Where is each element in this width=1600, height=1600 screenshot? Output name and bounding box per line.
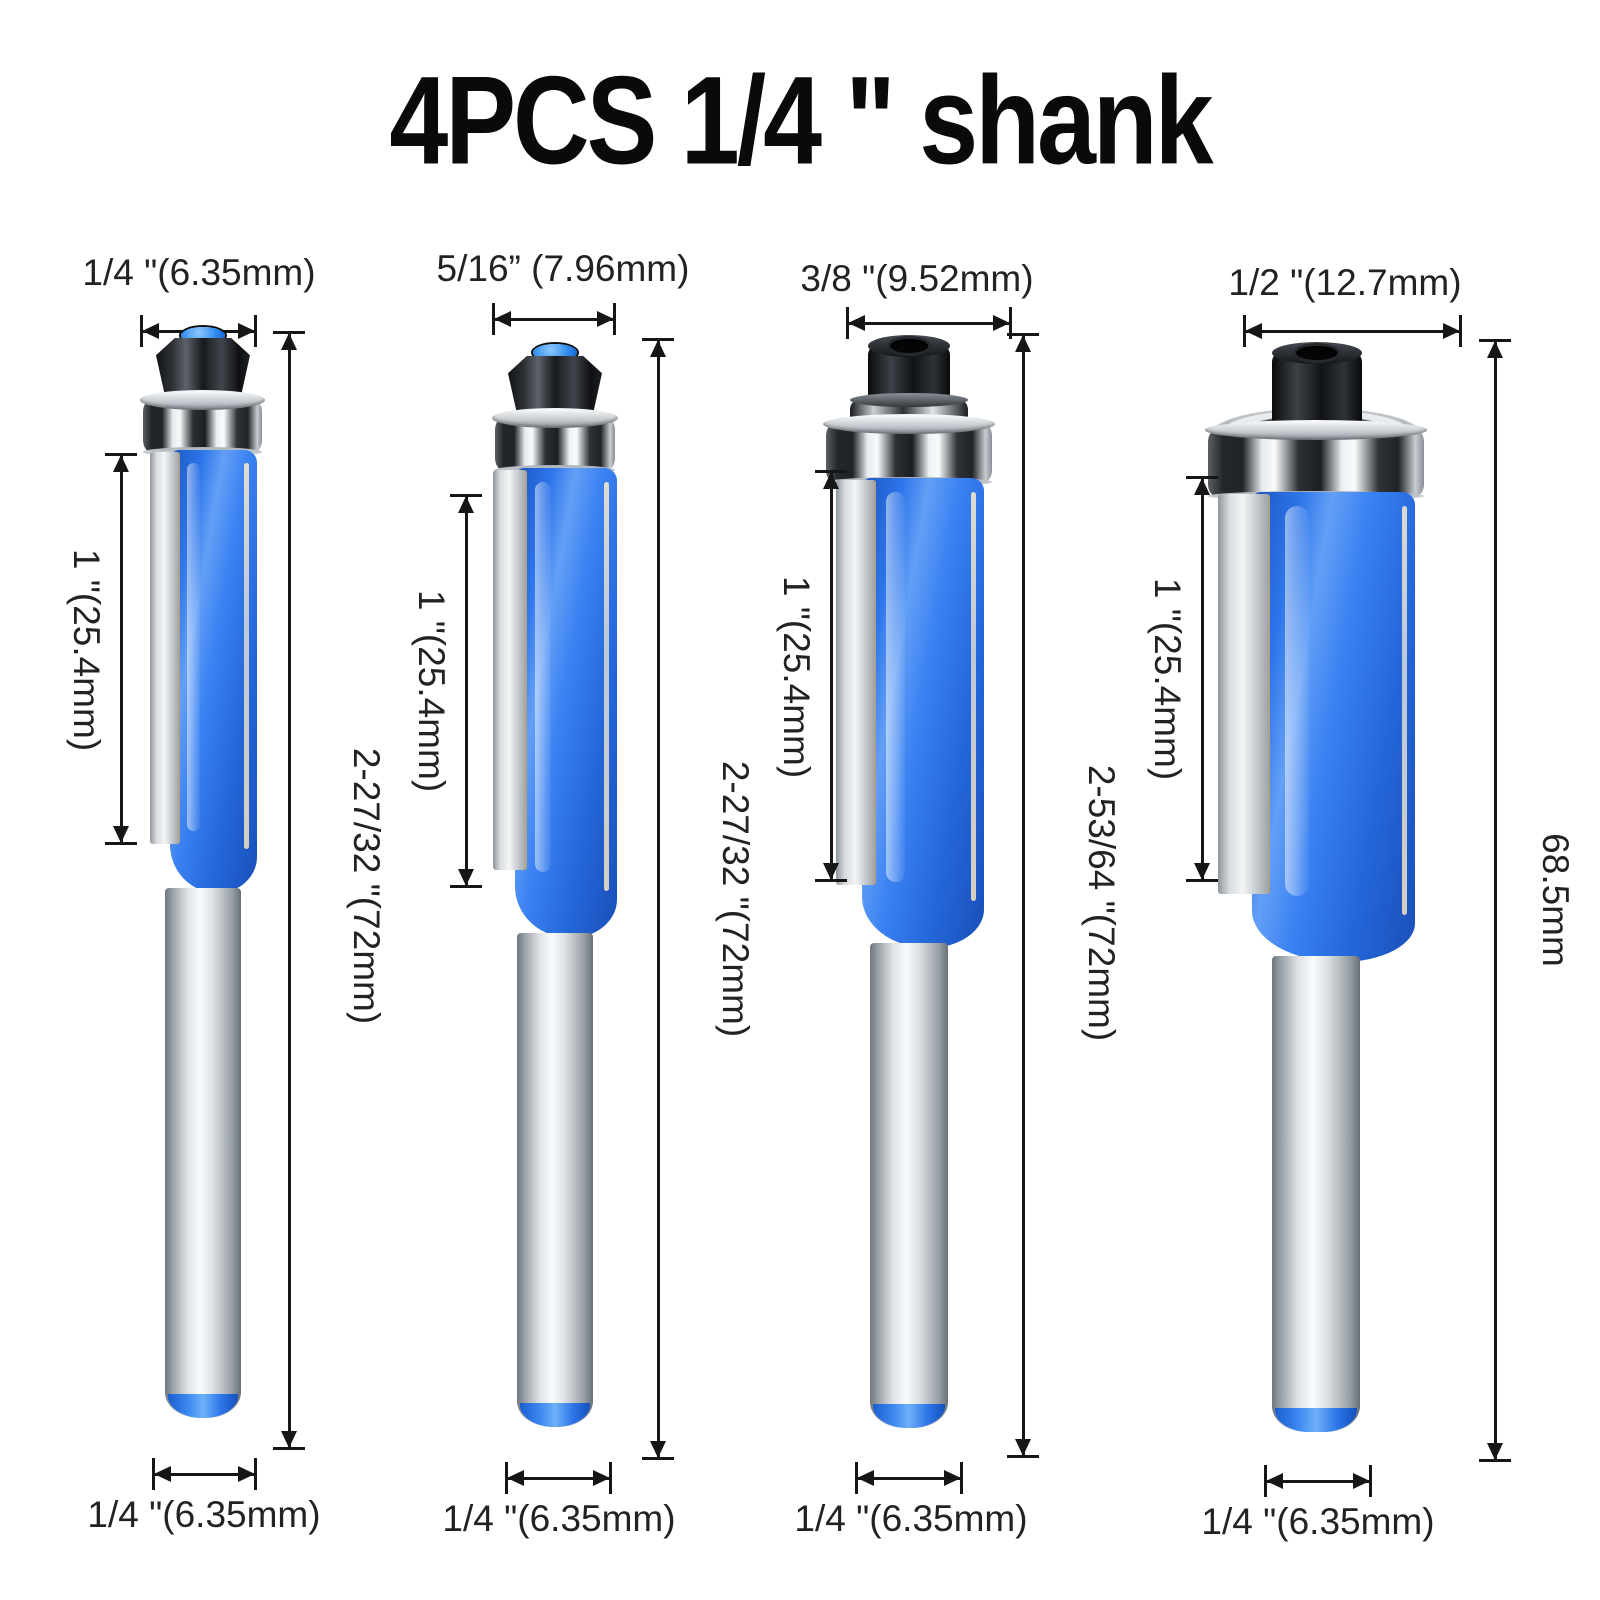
bit1-shank bbox=[165, 888, 241, 1418]
bit1-blade bbox=[150, 452, 180, 844]
bit1-overall-length-arrow bbox=[273, 331, 305, 1450]
bit1-shank-arrow bbox=[152, 1458, 257, 1490]
bit3-bearing bbox=[823, 414, 995, 487]
bit4-diameter-label: 1/2 "(12.7mm) bbox=[1228, 262, 1462, 303]
bit3-cut-length-label: 1 "(25.4mm) bbox=[776, 575, 817, 779]
bit4-overall-length-arrow bbox=[1479, 339, 1511, 1462]
page-title: 4PCS 1/4 " shank bbox=[389, 51, 1213, 191]
bit4-shank bbox=[1272, 956, 1360, 1432]
bit4-bearing bbox=[1205, 420, 1427, 501]
bit3-cutter-body bbox=[862, 478, 984, 948]
bit2-cutter-body bbox=[515, 468, 617, 938]
bit2-bearing bbox=[492, 408, 618, 475]
bit2-diameter-label: 5/16” (7.96mm) bbox=[436, 248, 690, 289]
bit1-cutter-body bbox=[170, 450, 257, 893]
bit3-shank-label: 1/4 "(6.35mm) bbox=[794, 1498, 1028, 1539]
bit2-blade bbox=[493, 470, 527, 870]
bit2-overall-length-arrow bbox=[642, 338, 674, 1460]
bit4-cutter-body bbox=[1252, 492, 1415, 962]
bit4-cut-length-label: 1 "(25.4mm) bbox=[1147, 577, 1188, 781]
bit3-diameter-arrow bbox=[846, 307, 1012, 339]
bit2-shank bbox=[517, 933, 593, 1427]
bit2-diameter-arrow bbox=[492, 303, 616, 335]
bit4-blade bbox=[1218, 494, 1270, 894]
bit3-shank bbox=[870, 943, 948, 1428]
bit4-shank-arrow bbox=[1264, 1465, 1372, 1497]
bit3-diameter-label: 3/8 "(9.52mm) bbox=[800, 258, 1034, 299]
bit1-diameter-label: 1/4 "(6.35mm) bbox=[82, 252, 316, 293]
bit3-overall-length-label: 2-53/64 "(72mm) bbox=[1081, 764, 1122, 1042]
bit3-cut-length-arrow bbox=[815, 470, 847, 882]
bit1-cut-length-arrow bbox=[105, 453, 137, 845]
bit3-shank-arrow bbox=[855, 1462, 963, 1494]
bit4-round-nut bbox=[1272, 342, 1362, 428]
bit2-cutter bbox=[493, 468, 617, 938]
bit4-overall-length-label: 68.5mm bbox=[1535, 833, 1576, 967]
bit2-cut-length-label: 1 "(25.4mm) bbox=[411, 589, 452, 793]
bit1-overall-length-label: 2-27/32 "(72mm) bbox=[346, 747, 387, 1025]
bit2-shank-label: 1/4 "(6.35mm) bbox=[442, 1498, 676, 1539]
bit3-cutter bbox=[836, 478, 984, 948]
bit4-shank-label: 1/4 "(6.35mm) bbox=[1201, 1501, 1435, 1542]
bit3-overall-length-arrow bbox=[1007, 333, 1039, 1458]
bit2-overall-length-label: 2-27/32 "(72mm) bbox=[715, 760, 756, 1038]
bit3-blade bbox=[836, 480, 876, 885]
bit2-cut-length-arrow bbox=[450, 494, 482, 888]
bit1-cutter bbox=[150, 450, 257, 893]
bit4-cut-length-arrow bbox=[1186, 476, 1218, 882]
bit1-cut-length-label: 1 "(25.4mm) bbox=[66, 548, 107, 752]
bit2-shank-arrow bbox=[505, 1462, 612, 1494]
bit1-bearing bbox=[140, 390, 265, 457]
bit4-cutter bbox=[1218, 492, 1415, 962]
bit1-shank-label: 1/4 "(6.35mm) bbox=[87, 1494, 321, 1535]
bit4-diameter-arrow bbox=[1243, 315, 1462, 347]
